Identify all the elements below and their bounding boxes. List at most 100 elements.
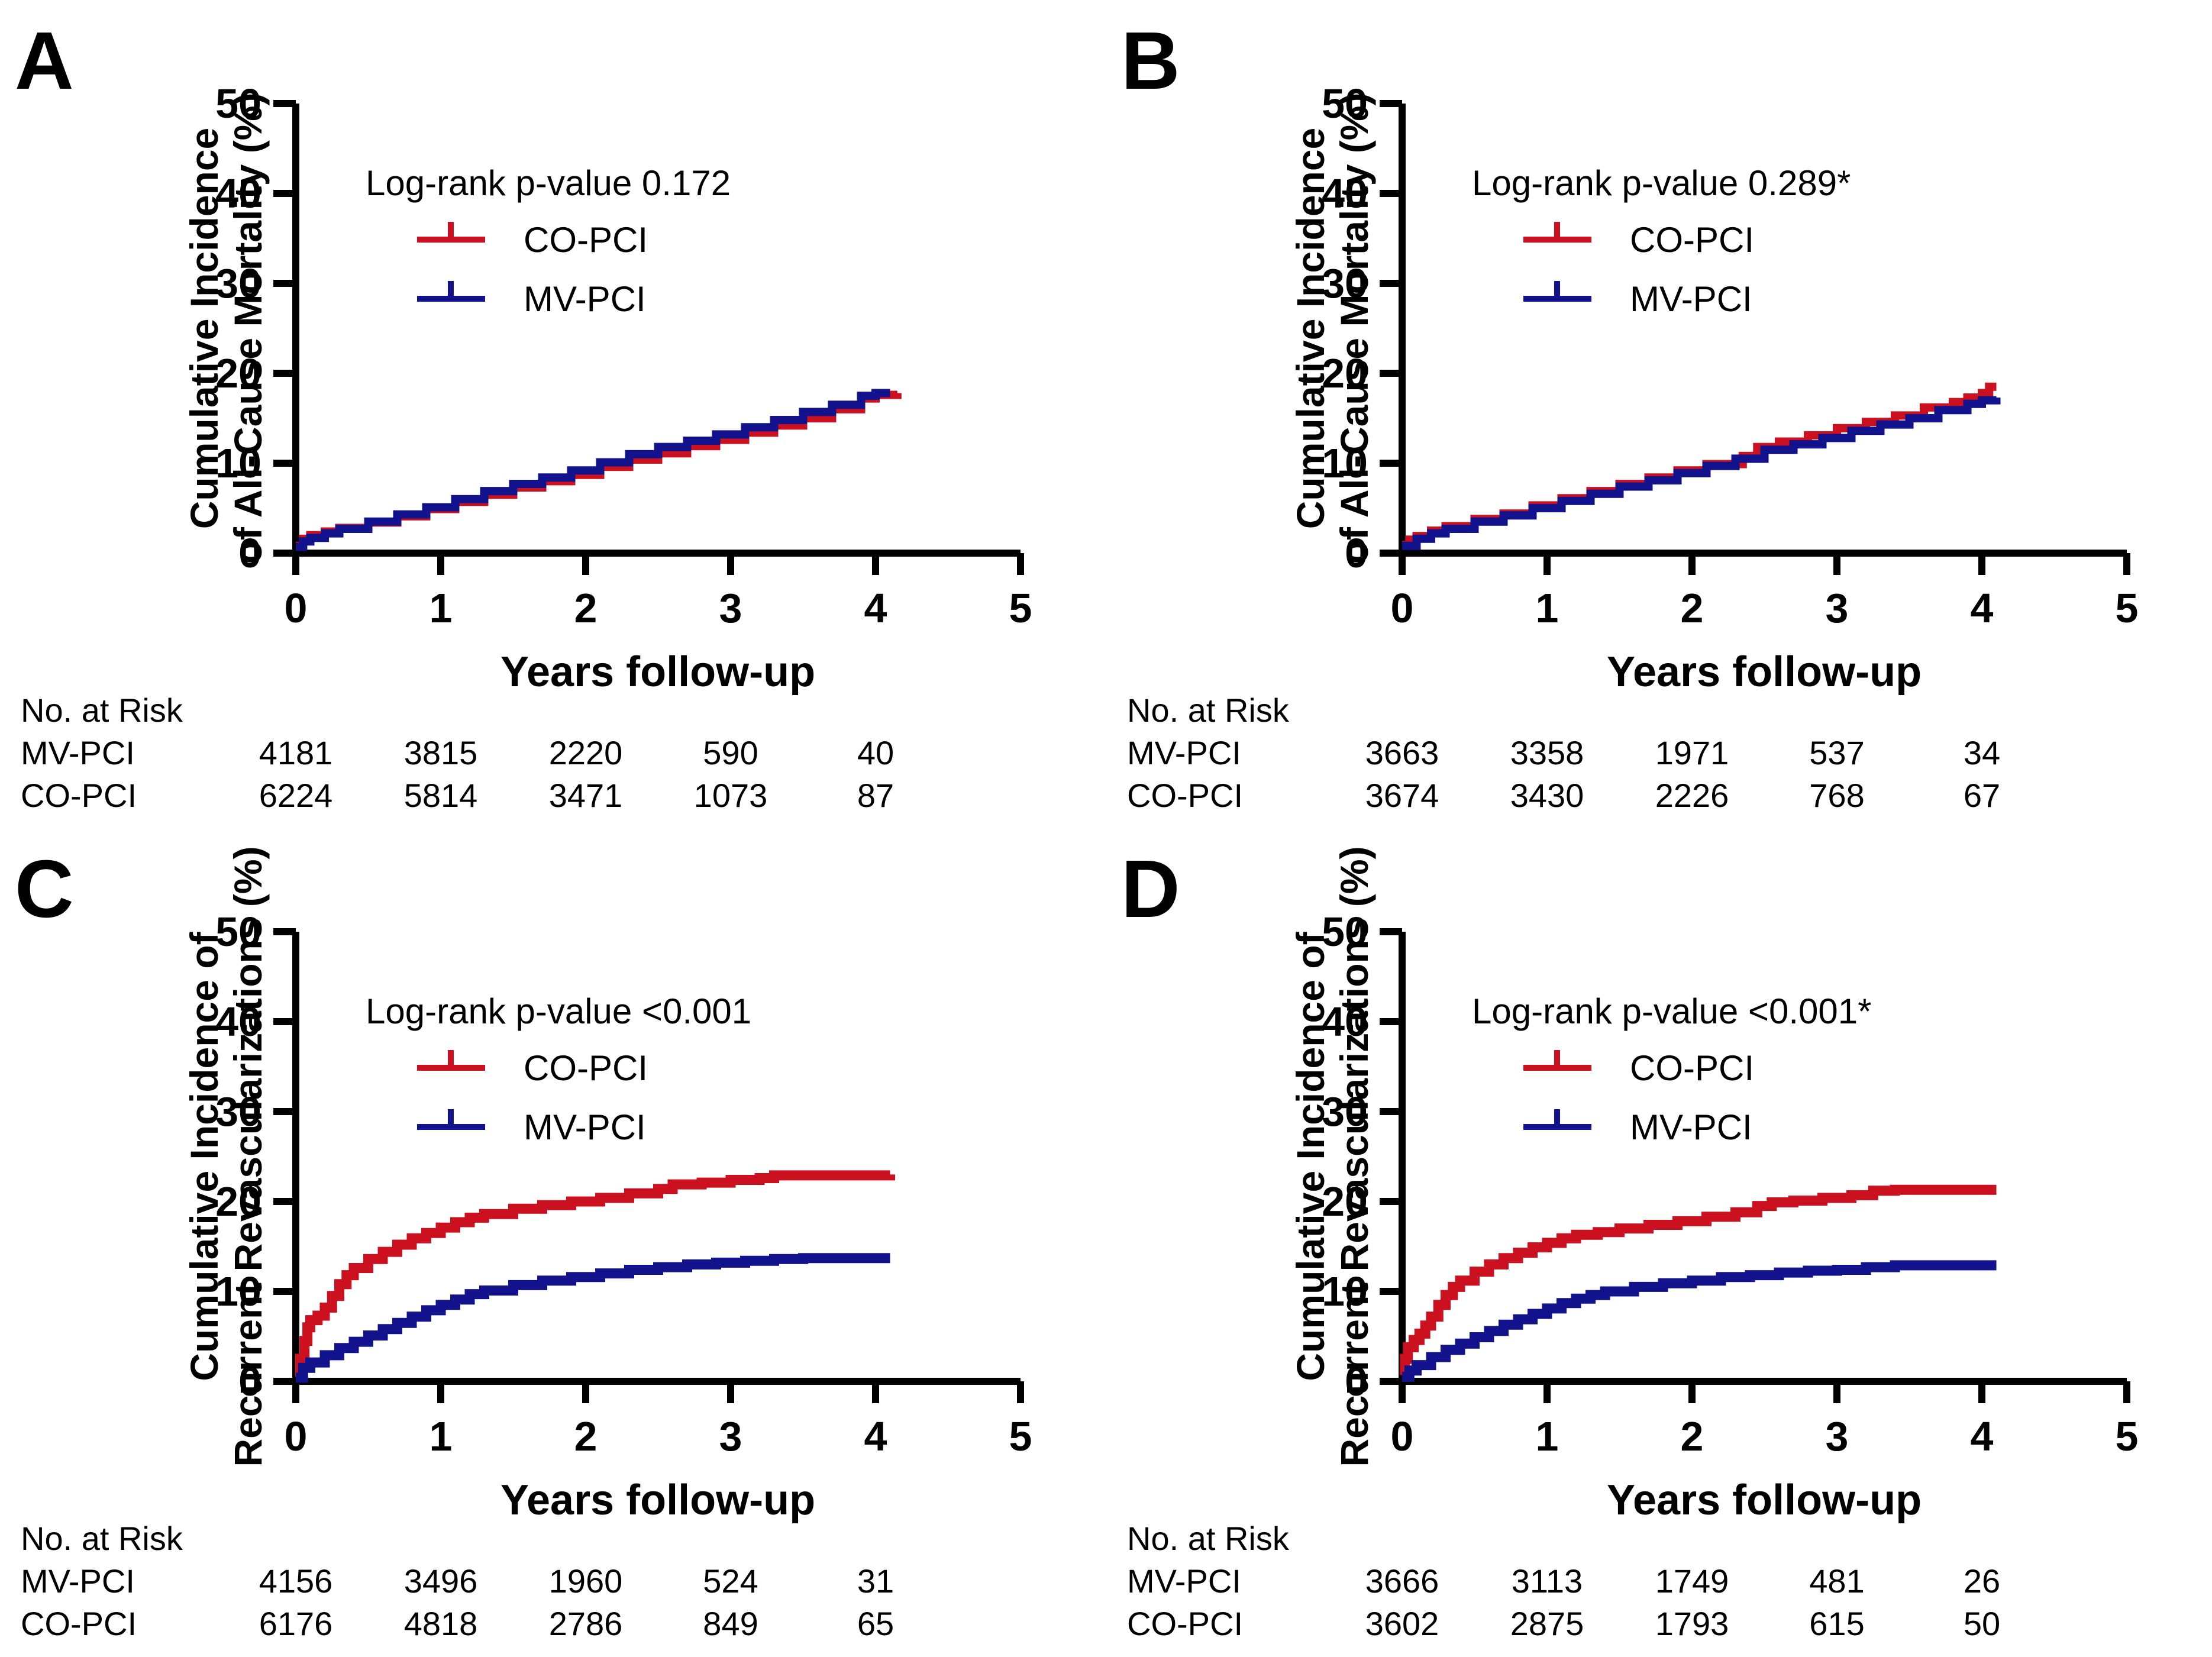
risk-value: 87 xyxy=(857,777,894,814)
risk-value: 3496 xyxy=(404,1562,478,1600)
x-axis-title: Years follow-up xyxy=(500,648,815,696)
risk-value: 1793 xyxy=(1655,1605,1729,1642)
risk-value: 3358 xyxy=(1510,734,1584,771)
plot-area: 0 10 20 30 40 50 0 1 2 3 4 5 xyxy=(1322,909,2138,1459)
panel-label: D xyxy=(1121,844,1180,935)
y-tick-label: 50 xyxy=(215,909,261,955)
legend-item-co-pci: CO-PCI xyxy=(417,220,648,260)
pvalue-text: Log-rank p-value 0.172 xyxy=(366,163,731,203)
y-tick-label: 10 xyxy=(215,1268,261,1314)
risk-row-label: CO-PCI xyxy=(21,777,137,814)
y-tick-label: 20 xyxy=(215,1178,261,1225)
y-axis-title-line2: Recurrent Revascularizations (%) xyxy=(1332,846,1376,1467)
legend-item-mv-pci: MV-PCI xyxy=(417,1107,646,1147)
risk-value: 849 xyxy=(703,1605,758,1642)
x-tick-label: 2 xyxy=(574,585,598,631)
risk-value: 2875 xyxy=(1510,1605,1584,1642)
risk-value: 26 xyxy=(1964,1562,2000,1600)
y-tick-label: 10 xyxy=(215,440,261,486)
x-tick-label: 3 xyxy=(1826,1413,1849,1459)
y-axis-title-line1: Cumulative Incidence xyxy=(1289,128,1332,529)
y-tick-label: 30 xyxy=(215,1088,261,1135)
risk-value: 3113 xyxy=(1512,1562,1583,1600)
risk-value: 4818 xyxy=(404,1605,478,1642)
y-tick-label: 0 xyxy=(238,1358,261,1404)
risk-value: 3471 xyxy=(549,777,623,814)
y-tick-label: 0 xyxy=(1345,1358,1368,1404)
x-tick-label: 3 xyxy=(1826,585,1849,631)
y-tick-label: 40 xyxy=(215,170,261,217)
risk-value: 1960 xyxy=(549,1562,623,1600)
curve-mv-pci xyxy=(1402,396,2001,550)
y-tick-label: 40 xyxy=(1322,999,1368,1045)
x-tick-label: 1 xyxy=(1536,585,1559,631)
risk-value: 3602 xyxy=(1365,1605,1439,1642)
risk-value: 524 xyxy=(703,1562,758,1600)
y-axis-title-line1: Cumulative Incidence of xyxy=(182,931,226,1381)
risk-value: 65 xyxy=(857,1605,894,1642)
curve-co-pci xyxy=(1400,1184,1997,1380)
risk-value: 50 xyxy=(1964,1605,2000,1642)
y-tick-label: 10 xyxy=(1322,1268,1368,1314)
legend-label: MV-PCI xyxy=(524,1107,646,1147)
x-tick-label: 0 xyxy=(285,1413,308,1459)
risk-value: 537 xyxy=(1809,734,1864,771)
legend-label: MV-PCI xyxy=(524,279,646,319)
y-tick-label: 40 xyxy=(1322,170,1368,217)
risk-value: 4156 xyxy=(259,1562,333,1600)
curve-mv-pci xyxy=(296,389,890,551)
risk-table-header: No. at Risk xyxy=(1127,1520,1290,1557)
co-pci-line-marker-icon xyxy=(1523,1050,1591,1071)
risk-value: 40 xyxy=(857,734,894,771)
risk-value: 67 xyxy=(1964,777,2000,814)
co-pci-line-marker-icon xyxy=(417,1050,485,1071)
panel-a: A Cumulative Incidence of All-Cause Mort… xyxy=(15,15,1032,814)
panel-label: B xyxy=(1121,15,1180,106)
y-tick-label: 50 xyxy=(1322,909,1368,955)
risk-value: 2220 xyxy=(549,734,623,771)
legend-label: CO-PCI xyxy=(1630,1048,1754,1088)
x-tick-label: 4 xyxy=(864,585,887,631)
y-tick-label: 30 xyxy=(1322,260,1368,306)
curve-mv-pci xyxy=(296,1253,890,1383)
risk-table-values: 4181 3815 2220 590 40 6224 5814 3471 1073 87 xyxy=(259,734,894,814)
curve-mv-pci xyxy=(1402,1260,1997,1382)
risk-value: 1749 xyxy=(1655,1562,1729,1600)
risk-value: 1971 xyxy=(1655,734,1729,771)
legend-item-mv-pci: MV-PCI xyxy=(417,279,646,319)
risk-value: 615 xyxy=(1809,1605,1864,1642)
panel-d: D Cumulative Incidence of Recurrent Reva… xyxy=(1121,844,2138,1642)
risk-value: 3430 xyxy=(1510,777,1584,814)
x-tick-label: 3 xyxy=(719,1413,742,1459)
y-axis-title-line1: Cumulative Incidence xyxy=(182,128,226,529)
risk-value: 1073 xyxy=(694,777,768,814)
y-tick-label: 50 xyxy=(1322,80,1368,127)
legend-label: CO-PCI xyxy=(524,220,648,260)
x-tick-label: 4 xyxy=(1971,585,1994,631)
legend-item-co-pci: CO-PCI xyxy=(1523,220,1754,260)
x-tick-label: 0 xyxy=(285,585,308,631)
legend-label: CO-PCI xyxy=(1630,220,1754,260)
risk-table-values: 3666 3113 1749 481 26 3602 2875 1793 615 50 xyxy=(1365,1562,2000,1642)
y-axis-title-line2: Recurrent Revascularizations (%) xyxy=(226,846,270,1467)
risk-value: 768 xyxy=(1809,777,1864,814)
panel-b: B Cumulative Incidence of All-Cause Mort… xyxy=(1121,15,2138,814)
risk-value: 31 xyxy=(857,1562,894,1600)
x-axis-title: Years follow-up xyxy=(1607,1477,1922,1524)
y-tick-label: 50 xyxy=(215,80,261,127)
x-tick-label: 1 xyxy=(430,1413,453,1459)
risk-table-values: 4156 3496 1960 524 31 6176 4818 2786 849 65 xyxy=(259,1562,894,1642)
x-axis-title: Years follow-up xyxy=(1607,648,1922,696)
plot-area: 0 10 20 30 40 50 0 1 2 3 4 5 xyxy=(215,909,1032,1459)
risk-value: 4181 xyxy=(259,734,333,771)
pvalue-text: Log-rank p-value 0.289* xyxy=(1472,163,1851,203)
legend-label: MV-PCI xyxy=(1630,279,1752,319)
co-pci-line-marker-icon xyxy=(1523,222,1591,243)
x-tick-label: 4 xyxy=(1971,1413,1994,1459)
x-axis-title: Years follow-up xyxy=(500,1477,815,1524)
pvalue-text: Log-rank p-value <0.001* xyxy=(1472,991,1871,1031)
risk-row-label: MV-PCI xyxy=(21,734,135,771)
x-tick-label: 5 xyxy=(1009,1413,1032,1459)
y-tick-label: 20 xyxy=(215,350,261,396)
